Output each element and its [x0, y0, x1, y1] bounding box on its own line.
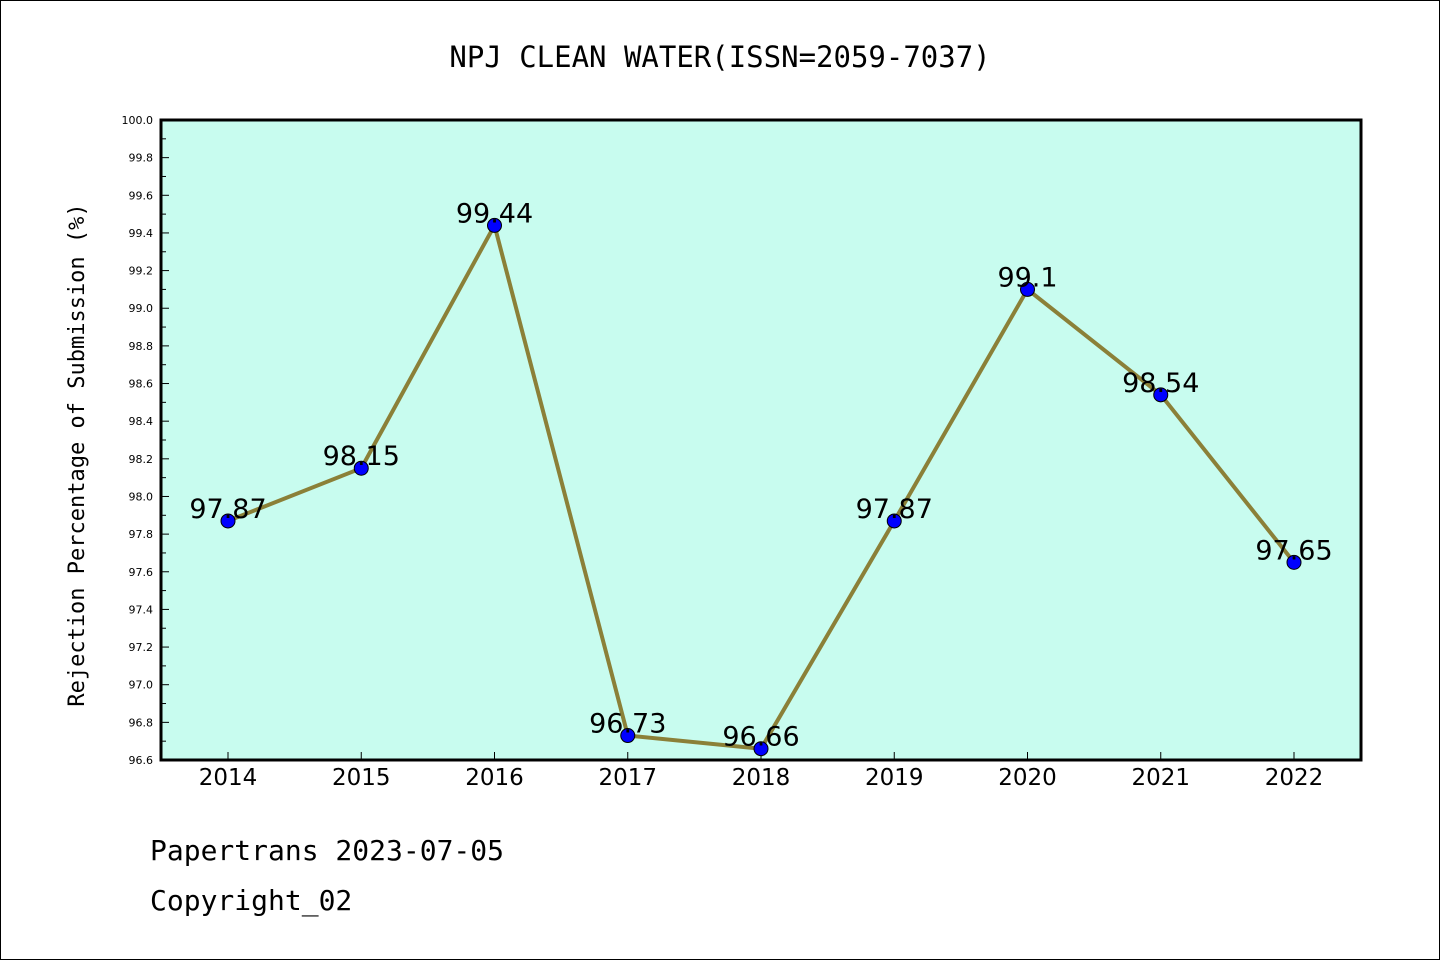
y-tick-label: 99.4	[129, 227, 154, 240]
data-label: 98.15	[323, 441, 400, 472]
data-point	[1020, 281, 1035, 297]
y-tick-label: 99.8	[129, 152, 154, 165]
data-label: 97.87	[856, 494, 933, 525]
data-point	[487, 217, 502, 233]
y-tick-label: 98.6	[129, 378, 154, 391]
data-point	[1286, 554, 1302, 570]
data-label: 97.65	[1255, 535, 1332, 566]
x-tick-label: 2020	[998, 765, 1057, 791]
data-label: 99.44	[456, 198, 533, 229]
x-axis: 2014 2015 2016 2017 2018 2019 2020 2021 2022	[199, 752, 1324, 791]
data-label: 98.54	[1122, 368, 1199, 399]
footer-copyright: Copyright_02	[150, 884, 353, 917]
y-tick-label: 97.0	[129, 679, 154, 692]
series-line-group: 97.87 98.15 99.44 96.73 96.66 97.87 99.1 98.54 9…	[189, 198, 1333, 757]
x-tick-label: 2016	[465, 765, 524, 791]
y-tick-label: 98.8	[129, 340, 154, 353]
y-tick-label: 99.6	[129, 189, 154, 202]
y-axis: 96.6 96.8 97.0 97.2 97.4 97.6 97.8 98.0 98.2 98.4…	[122, 114, 169, 767]
footer-date: Papertrans 2023-07-05	[150, 834, 505, 867]
data-point	[1153, 387, 1169, 403]
data-label: 96.66	[722, 722, 799, 753]
x-tick-label: 2014	[199, 765, 258, 791]
data-point	[353, 460, 369, 476]
y-axis-label: Rejection Percentage of Submission (%)	[65, 203, 90, 706]
y-tick-label: 99.2	[129, 265, 154, 278]
data-point	[620, 728, 636, 744]
y-tick-label: 96.6	[129, 754, 154, 767]
y-tick-label: 97.4	[129, 603, 154, 616]
y-tick-label: 98.2	[129, 453, 154, 466]
y-tick-label: 99.0	[129, 302, 154, 315]
y-tick-label: 98.0	[129, 490, 154, 503]
x-tick-label: 2022	[1265, 765, 1324, 791]
data-point	[220, 513, 236, 529]
x-tick-label: 2021	[1131, 765, 1190, 791]
y-tick-label: 100.0	[122, 114, 154, 127]
x-tick-label: 2015	[332, 765, 391, 791]
data-label: 97.87	[189, 494, 266, 525]
y-tick-label: 98.4	[129, 415, 154, 428]
data-label: 96.73	[589, 709, 666, 740]
y-tick-label: 97.6	[129, 566, 154, 579]
plot-area	[159, 118, 1363, 762]
chart-title: NPJ CLEAN WATER(ISSN=2059-7037)	[449, 40, 990, 74]
y-tick-label: 96.8	[129, 716, 154, 729]
y-tick-label: 97.8	[129, 528, 154, 541]
x-tick-label: 2017	[598, 765, 657, 791]
x-tick-label: 2019	[865, 765, 924, 791]
data-label: 99.1	[997, 262, 1057, 293]
y-tick-label: 97.2	[129, 641, 154, 654]
data-point	[753, 741, 769, 757]
data-point	[886, 513, 902, 529]
x-tick-label: 2018	[732, 765, 791, 791]
